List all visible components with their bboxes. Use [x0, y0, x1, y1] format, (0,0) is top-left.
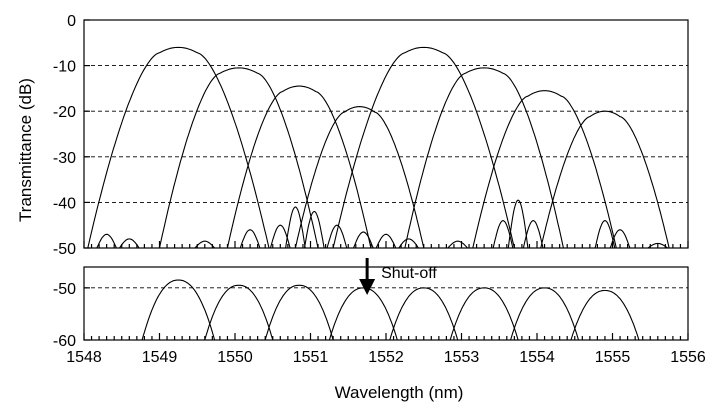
x-axis-label: Wavelength (nm): [335, 383, 464, 402]
x-tick-label: 1556: [670, 349, 706, 366]
x-tick-label: 1552: [368, 349, 404, 366]
x-axis: 1548 1549 1550 1551 1552 1553 1554 1555 1556: [66, 241, 706, 366]
top-channel-curve: [87, 46, 270, 249]
bottom-channel-curve: [328, 287, 398, 341]
sidelobe-curve: [647, 242, 668, 249]
x-tick-label: 1553: [444, 349, 480, 366]
top-channel-curve: [332, 46, 515, 249]
x-tick-label: 1555: [595, 349, 631, 366]
sidelobe-curve: [594, 220, 616, 249]
shut-off-arrow-head: [359, 279, 376, 295]
bottom-channel-curve: [510, 287, 580, 341]
sidelobe-curve: [119, 238, 140, 249]
bottom-channel-curve: [141, 279, 216, 341]
sidelobe-curve: [375, 233, 397, 249]
bottom-channel-curve: [264, 284, 334, 341]
sidelobe-curve: [326, 224, 348, 249]
y-tick-label: -30: [53, 150, 76, 167]
y-tick-label: -60: [53, 333, 76, 350]
sidelobe-curve: [609, 229, 631, 249]
sidelobe-curve: [194, 240, 216, 249]
top-panel-frame: [83, 19, 689, 249]
y-tick-label: -10: [53, 59, 76, 76]
x-tick-label: 1554: [519, 349, 555, 366]
x-tick-label: 1550: [217, 349, 253, 366]
top-panel: 0 -10 -20 -30 -40 -50: [53, 13, 689, 258]
top-channel-curve: [540, 110, 670, 249]
top-channel-curve: [294, 106, 425, 249]
top-channel-curve: [404, 67, 564, 249]
sidelobe-curve: [285, 206, 306, 249]
sidelobe-curve: [398, 238, 419, 249]
y-tick-label: -40: [53, 195, 76, 212]
sidelobe-curve: [96, 233, 117, 249]
bottom-channel-curve: [570, 289, 640, 341]
x-tick-label: 1549: [142, 349, 178, 366]
top-channel-curve: [226, 85, 372, 249]
x-tick-label: 1551: [293, 349, 329, 366]
shut-off-annotation: Shut-off: [359, 258, 437, 295]
sidelobe-curve: [239, 229, 261, 249]
bottom-channel-curve: [204, 284, 274, 341]
y-tick-label: -20: [53, 104, 76, 121]
sidelobe-curve: [507, 199, 529, 249]
y-tick-label: 0: [67, 13, 76, 30]
top-channel-curve: [472, 90, 617, 249]
y-tick-label: -50: [53, 281, 76, 298]
y-tick-label: -50: [53, 241, 76, 258]
x-tick-label: 1548: [66, 349, 102, 366]
y-axis-label: Transmittance (dB): [16, 78, 35, 222]
shut-off-label: Shut-off: [381, 265, 437, 282]
sidelobe-curve: [303, 210, 325, 249]
bottom-channel-curve: [449, 287, 519, 341]
sidelobe-curve: [522, 220, 544, 249]
sidelobe-curve: [447, 240, 468, 249]
top-channel-curve: [158, 67, 319, 249]
bottom-channel-curve: [389, 287, 459, 341]
sidelobe-curve: [352, 231, 374, 249]
